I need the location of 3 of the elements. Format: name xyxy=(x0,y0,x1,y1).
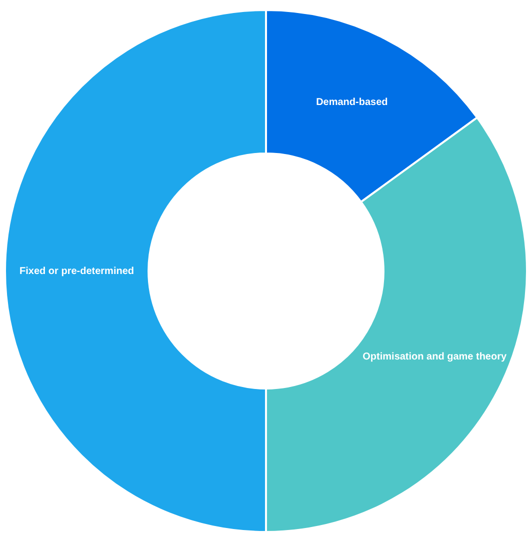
slice-label: Fixed or pre-determined xyxy=(20,266,134,277)
slice-label: Optimisation and game theory xyxy=(362,352,507,363)
slice-label: Demand-based xyxy=(316,97,388,108)
